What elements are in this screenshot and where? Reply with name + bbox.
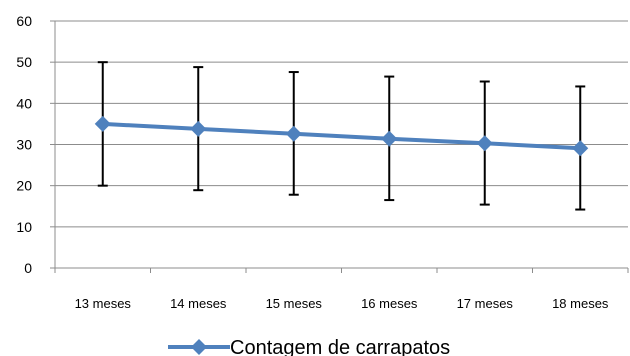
- y-tick-label: 50: [16, 54, 32, 70]
- x-axis: 13 meses 14 meses 15 meses 16 meses 17 meses…: [54, 267, 629, 311]
- x-tick-label: 16 meses: [361, 296, 418, 311]
- y-tick-label: 20: [16, 178, 32, 194]
- series-line-path: [102, 121, 581, 151]
- x-tick-label: 18 meses: [552, 296, 609, 311]
- y-tick-label: 0: [24, 260, 32, 276]
- data-point-marker: [94, 115, 111, 132]
- data-point-marker: [476, 135, 493, 152]
- y-tick-label: 60: [16, 13, 32, 29]
- data-point-marker: [572, 140, 589, 157]
- x-tick-label: 17 meses: [457, 296, 514, 311]
- legend-marker-swatch: [191, 339, 207, 355]
- data-point-marker: [381, 130, 398, 147]
- gridlines: [55, 20, 628, 228]
- y-tick-label: 10: [16, 219, 32, 235]
- x-tick-label: 13 meses: [75, 296, 132, 311]
- x-tick-label: 15 meses: [266, 296, 323, 311]
- data-point-marker: [190, 120, 207, 137]
- data-point-marker: [285, 125, 302, 142]
- series-line: [94, 115, 589, 157]
- x-tick-label: 14 meses: [170, 296, 227, 311]
- y-tick-label: 30: [16, 137, 32, 153]
- legend: Contagem de carrapatos: [168, 337, 450, 356]
- legend-label: Contagem de carrapatos: [230, 337, 450, 356]
- y-tick-label: 40: [16, 95, 32, 111]
- y-axis: 0 10 20 30 40 50 60: [16, 13, 56, 276]
